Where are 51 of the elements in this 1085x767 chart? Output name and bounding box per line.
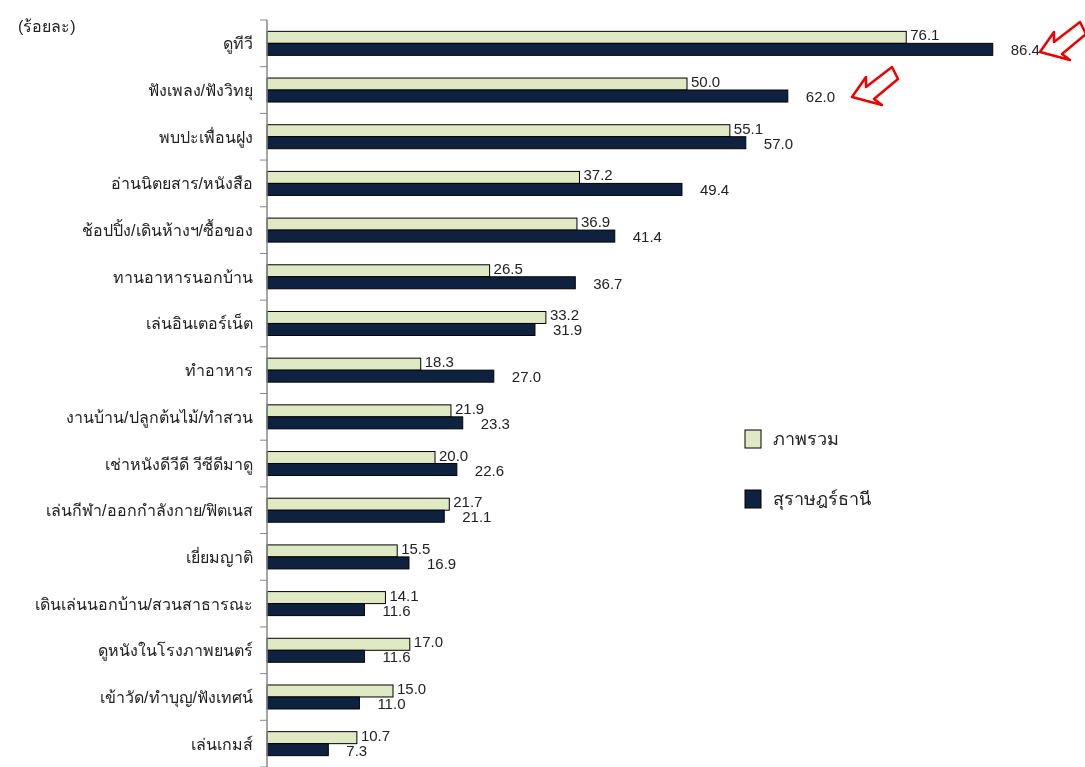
data-label: 22.6 [474,461,505,479]
data-label: 15.0 [397,679,427,697]
data-label: 50.0 [691,73,721,91]
data-label: 26.5 [493,259,523,277]
data-label: 11.0 [377,694,406,712]
data-label: 41.4 [632,228,662,246]
y-tick-label: เดินเล่นนอกบ้าน/สวนสาธารณะ [34,595,253,613]
y-tick-label: เล่นอินเตอร์เน็ต [146,313,253,333]
y-tick-label: เช่าหนังดีวีดี วีซีดีมาดู [104,455,253,475]
y-tick-label: ฟังเพลง/ฟังวิทยุ [147,82,253,102]
y-tick-label: ช้อปปิ้ง/เดินห้างฯ/ซื้อของ [82,219,253,240]
data-label: 14.1 [389,586,419,604]
y-tick-label: ดูทีวี [223,35,253,55]
data-label: 10.7 [360,726,391,744]
data-label: 18.3 [424,353,454,371]
y-tick-label: งานบ้าน/ปลูกต้นไม้/ทำสวน [66,407,253,428]
data-label: 49.4 [699,181,730,199]
data-label: 11.6 [382,601,411,619]
y-tick-label: เล่นกีฬา/ออกกำลังกาย/ฟิตเนส [46,502,253,520]
data-label: 20.0 [439,446,469,464]
data-label: 86.4 [1010,41,1040,59]
data-label: 11.6 [382,648,411,666]
data-label: 7.3 [346,741,368,759]
y-tick-label: พบปะเพื่อนฝูง [159,125,253,148]
data-label: 76.1 [910,26,940,44]
y-tick-label: ดูหนังในโรงภาพยนตร์ [98,641,253,662]
data-label: 21.9 [454,399,485,417]
data-label: 37.2 [583,166,613,184]
y-tick-label: ทำอาหาร [185,362,253,380]
data-label: 55.1 [733,119,764,137]
data-label: 16.9 [426,554,457,572]
data-label: 36.9 [580,213,611,231]
y-tick-label: ทานอาหารนอกบ้าน [113,268,253,286]
data-label: 36.7 [593,274,623,292]
data-label: 21.7 [453,493,483,511]
text: (ร้อยละ) [18,18,76,35]
y-tick-label: เล่นเกมส์ [191,734,253,753]
legend-label: สุราษฎร์ธานี [773,489,871,510]
legend-label: ภาพรวม [773,429,839,449]
data-label: 33.2 [549,306,580,324]
y-tick-label: เข้าวัด/ทำบุญ/ฟังเทศน์ [100,687,253,708]
data-label: 31.9 [552,321,583,339]
data-label: 15.5 [401,539,431,557]
y-tick-label: อ่านนิตยสาร/หนังสือ [110,175,253,193]
y-tick-label: เยี่ยมญาติ [186,545,253,567]
data-label: 17.0 [413,633,443,651]
data-label: 62.0 [805,88,835,106]
data-label: 21.1 [462,508,492,526]
data-label: 23.3 [480,414,510,432]
data-label: 27.0 [511,368,541,386]
data-label: 57.0 [763,134,793,152]
